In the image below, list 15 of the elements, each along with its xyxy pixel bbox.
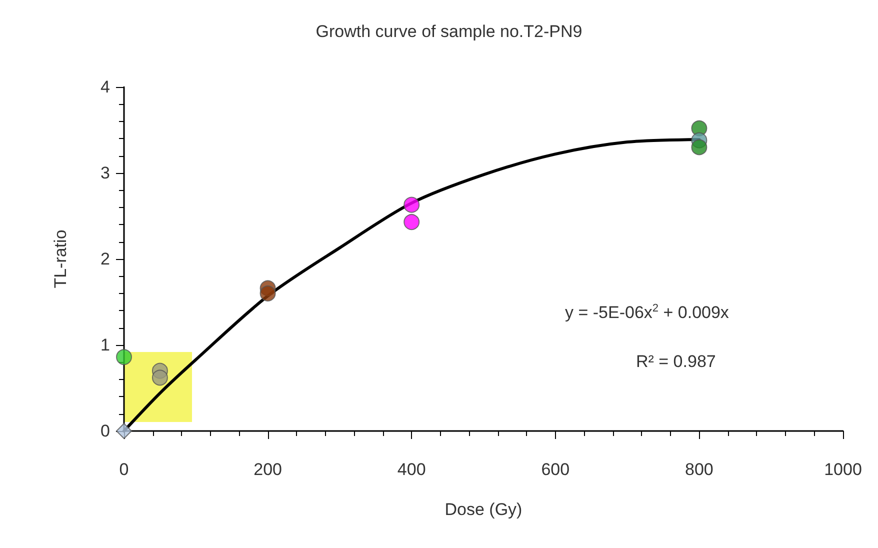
y-tick-label: 1: [100, 336, 110, 354]
x-tick-label: 1000: [824, 460, 862, 479]
annotation: R² = 0.987: [636, 352, 716, 371]
x-tick-label: 800: [685, 460, 714, 479]
x-tick-label: 200: [254, 460, 282, 479]
chart-title: Growth curve of sample no.T2-PN9: [316, 22, 582, 41]
y-tick-label: 4: [100, 78, 110, 96]
y-axis-title: TL-ratio: [51, 230, 70, 288]
y-tick-label: 2: [100, 250, 110, 268]
x-tick-label: 400: [397, 460, 426, 479]
x-tick-label: 600: [541, 460, 570, 479]
x-tick-label: 0: [119, 460, 129, 479]
y-tick-label: 0: [100, 422, 110, 440]
x-axis-title: Dose (Gy): [444, 500, 522, 519]
y-tick-label: 3: [100, 164, 110, 182]
